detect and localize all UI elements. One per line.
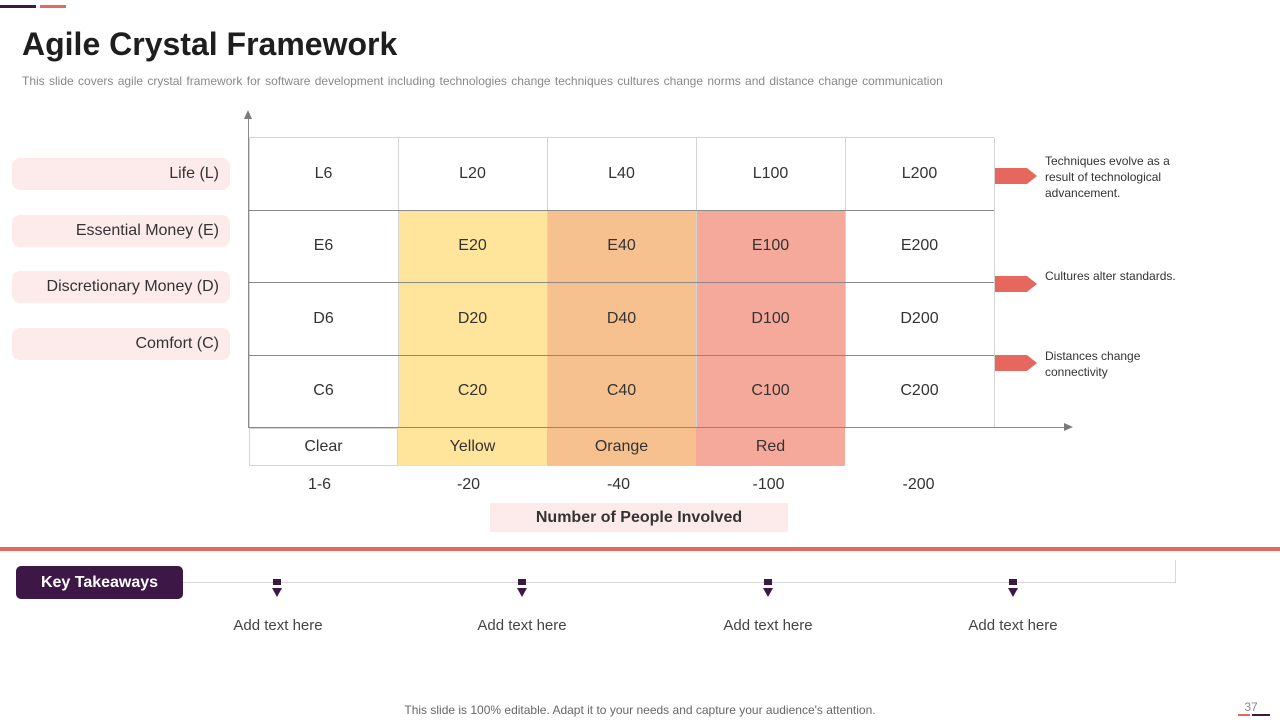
page-number: 37	[1244, 700, 1258, 714]
footer-note: This slide is 100% editable. Adapt it to…	[404, 703, 876, 717]
row-label-comfort: Comfort (C)	[12, 328, 230, 360]
pin-marker-icon	[763, 579, 773, 597]
matrix-cell-essential-3: E40	[547, 210, 696, 282]
matrix-cell-discretionary-3: D40	[547, 282, 696, 355]
matrix-top-border	[249, 137, 994, 138]
matrix-cell-life-1: L6	[249, 138, 398, 210]
arrow-right-icon	[995, 355, 1037, 371]
matrix-row-separator	[249, 210, 994, 211]
matrix-gridline-vertical	[249, 138, 250, 428]
scale-label-1: 1-6	[307, 476, 332, 493]
matrix-cell-essential-2: E20	[398, 210, 547, 282]
matrix-row-separator	[249, 355, 994, 356]
matrix-cell-discretionary-5: D200	[845, 282, 994, 355]
matrix-cell-life-4: L100	[696, 138, 845, 210]
pin-marker-icon	[517, 579, 527, 597]
matrix-cell-comfort-3: C40	[547, 355, 696, 427]
scale-label-5: -200	[902, 476, 935, 493]
pin-marker-icon	[272, 579, 282, 597]
y-axis-arrowhead	[244, 110, 252, 119]
top-accent-line-dark	[0, 5, 36, 8]
matrix-cell-essential-4: E100	[696, 210, 845, 282]
side-note-techniques: Techniques evolve as a result of technol…	[1045, 154, 1170, 200]
color-label-2: Yellow	[398, 428, 547, 466]
matrix-cell-essential-1: E6	[249, 210, 398, 282]
arrow-right-icon	[995, 168, 1037, 184]
matrix-gridline-vertical	[845, 138, 846, 428]
matrix-cell-discretionary-4: D100	[696, 282, 845, 355]
scale-label-3: -40	[606, 476, 631, 493]
x-axis-line	[248, 427, 1064, 428]
matrix-gridline-vertical	[696, 138, 697, 428]
matrix-gridline-vertical	[994, 138, 995, 428]
row-label-essential-money: Essential Money (E)	[12, 215, 230, 247]
takeaway-text-2[interactable]: Add text here	[477, 617, 567, 634]
scale-label-2: -20	[456, 476, 481, 493]
matrix-row-separator	[249, 282, 994, 283]
section-divider	[0, 547, 1280, 551]
row-label-discretionary-money: Discretionary Money (D)	[12, 271, 230, 303]
matrix-cell-life-5: L200	[845, 138, 994, 210]
matrix-cell-essential-5: E200	[845, 210, 994, 282]
matrix-cell-life-2: L20	[398, 138, 547, 210]
top-accent-line-red	[40, 5, 66, 8]
matrix-cell-comfort-1: C6	[249, 355, 398, 427]
matrix-cell-comfort-4: C100	[696, 355, 845, 427]
x-axis-title: Number of People Involved	[490, 503, 788, 532]
key-takeaways-badge: Key Takeaways	[16, 566, 183, 599]
row-label-life: Life (L)	[12, 158, 230, 190]
matrix-cell-comfort-5: C200	[845, 355, 994, 427]
matrix-gridline-vertical	[547, 138, 548, 428]
arrow-right-icon	[995, 276, 1037, 292]
takeaways-connector-line	[182, 582, 1176, 583]
scale-label-4: -100	[752, 476, 785, 493]
page-number-accent-dark	[1252, 714, 1270, 716]
matrix-gridline-vertical	[398, 138, 399, 428]
takeaway-text-1[interactable]: Add text here	[233, 617, 323, 634]
color-label-3: Orange	[547, 428, 696, 466]
takeaways-connector-end	[1175, 560, 1176, 583]
page-number-accent-red	[1238, 714, 1250, 716]
pin-marker-icon	[1008, 579, 1018, 597]
matrix-cell-discretionary-1: D6	[249, 282, 398, 355]
side-note-cultures: Cultures alter standards.	[1045, 269, 1176, 283]
color-label-4: Red	[696, 428, 845, 466]
takeaway-text-3[interactable]: Add text here	[723, 617, 813, 634]
matrix-cell-comfort-2: C20	[398, 355, 547, 427]
side-note-distances: Distances change connectivity	[1045, 349, 1141, 379]
page-title: Agile Crystal Framework	[22, 26, 398, 62]
matrix-cell-discretionary-2: D20	[398, 282, 547, 355]
takeaway-text-4[interactable]: Add text here	[968, 617, 1058, 634]
x-axis-arrowhead	[1064, 423, 1073, 431]
color-label-1: Clear	[249, 428, 398, 466]
page-subtitle: This slide covers agile crystal framewor…	[22, 74, 943, 88]
y-axis-line	[248, 118, 249, 428]
matrix-cell-life-3: L40	[547, 138, 696, 210]
